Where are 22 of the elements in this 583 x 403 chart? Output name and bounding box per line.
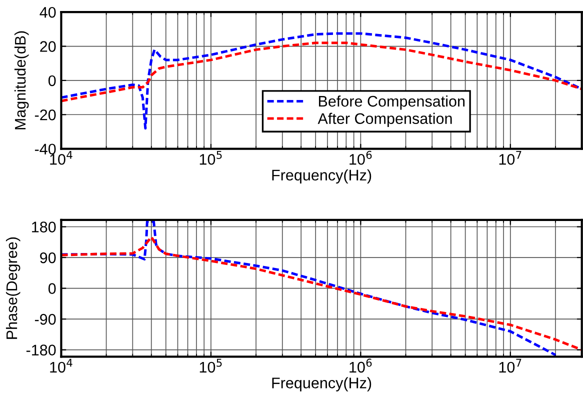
x-tick-label: 10$^{7}$ — [499, 151, 522, 165]
y-tick-label: -180 — [26, 344, 56, 356]
y-tick-label: 20 — [40, 41, 56, 52]
x-axis-title: Frequency(Hz) — [272, 377, 372, 392]
x-axis-title: Frequency(Hz) — [272, 169, 372, 184]
legend-label: Before Compensation — [318, 95, 465, 110]
legend-label: After Compensation — [318, 112, 452, 128]
y-tick-label: 180 — [32, 222, 56, 232]
x-tick-label: 10$^{6}$ — [350, 358, 372, 373]
y-axis-title: Phase(Degree) — [6, 237, 20, 339]
x-tick-label: 10$^{5}$ — [200, 151, 222, 165]
x-tick-label: 10$^{5}$ — [200, 358, 222, 373]
y-axis-title: Magnitude(dB) — [14, 31, 29, 130]
y-tick-label: 0 — [48, 283, 56, 294]
y-tick-label: -20 — [34, 110, 56, 120]
x-tick-label: 10$^{6}$ — [350, 150, 372, 165]
y-tick-label: 40 — [40, 6, 56, 18]
y-tick-label: 90 — [40, 252, 56, 264]
x-tick-label: 10$^{4}$ — [50, 358, 72, 373]
y-tick-label: -90 — [34, 314, 56, 325]
y-tick-label: 0 — [48, 75, 56, 86]
x-tick-label: 10$^{7}$ — [499, 358, 522, 373]
